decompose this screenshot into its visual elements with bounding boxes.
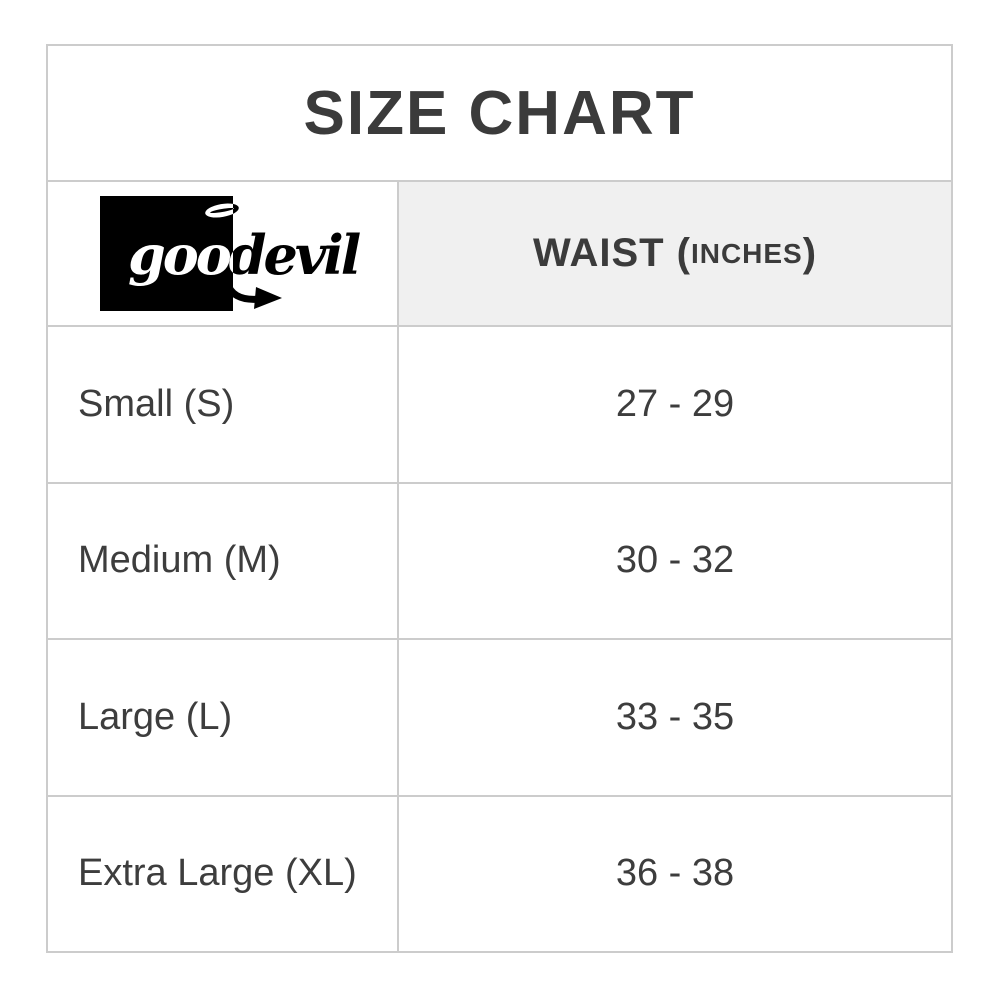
waist-value: 33 - 35 (615, 695, 735, 738)
table-row-small: Small (S) 27 - 29 (48, 327, 951, 484)
logo-wordmark: goodevil (128, 223, 233, 287)
waist-unit-close-paren: ) (802, 231, 818, 275)
size-cell: Small (S) (48, 327, 399, 482)
size-label: Small (S) (78, 382, 235, 425)
waist-value: 36 - 38 (615, 852, 735, 895)
size-label: Extra Large (XL) (78, 852, 357, 895)
brand-logo-cell: goodevil goodevil (48, 182, 399, 325)
size-cell: Medium (M) (48, 483, 399, 638)
halo-icon (204, 201, 233, 220)
logo-wordmark: goodevil (128, 223, 361, 287)
waist-cell: 36 - 38 (399, 797, 951, 952)
size-label: Medium (M) (78, 539, 281, 582)
logo-black-box (100, 196, 233, 311)
size-cell: Large (L) (48, 640, 399, 795)
goodevil-logo: goodevil goodevil (100, 190, 397, 322)
logo-invert-region: goodevil (100, 196, 233, 311)
table-row-extra-large: Extra Large (XL) 36 - 38 (48, 796, 951, 952)
devil-tail-arrow-icon (224, 282, 282, 309)
waist-header-label: WAIST (532, 231, 665, 275)
waist-unit-open-paren: ( (676, 231, 691, 275)
title-row: SIZE CHART (48, 46, 951, 182)
waist-unit-label: INCHES (690, 237, 803, 269)
waist-header-cell: WAIST ( INCHES ) (399, 182, 951, 325)
page-title: SIZE CHART (303, 78, 696, 148)
size-chart-table: SIZE CHART goodevil goodevil WAIST ( I (46, 44, 953, 953)
header-row: goodevil goodevil WAIST ( INCHES ) (48, 182, 951, 327)
waist-value: 27 - 29 (615, 382, 735, 425)
waist-value: 30 - 32 (615, 539, 735, 582)
waist-cell: 27 - 29 (399, 327, 951, 482)
table-row-medium: Medium (M) 30 - 32 (48, 483, 951, 640)
size-cell: Extra Large (XL) (48, 796, 399, 951)
size-label: Large (L) (78, 695, 233, 738)
waist-cell: 30 - 32 (399, 484, 951, 639)
waist-cell: 33 - 35 (399, 640, 951, 795)
table-row-large: Large (L) 33 - 35 (48, 640, 951, 797)
